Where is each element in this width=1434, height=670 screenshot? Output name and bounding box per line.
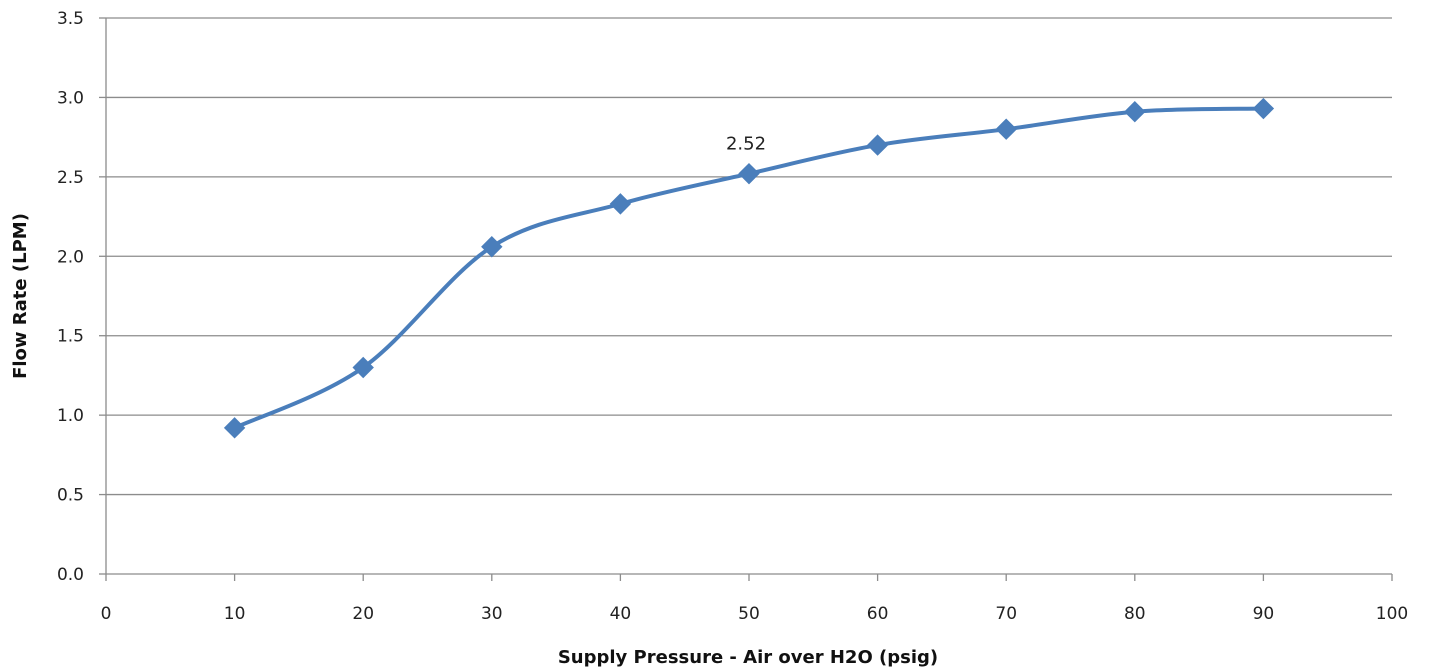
y-tick-label: 2.0 xyxy=(57,247,84,267)
x-tick-label: 100 xyxy=(1376,604,1408,624)
x-tick-label: 20 xyxy=(352,604,374,624)
x-tick-label: 90 xyxy=(1253,604,1275,624)
y-tick-label: 0.5 xyxy=(57,486,84,506)
y-axis-title: Flow Rate (LPM) xyxy=(10,213,31,379)
axes xyxy=(99,17,1393,581)
x-tick-label: 70 xyxy=(995,604,1017,624)
series-line xyxy=(232,106,1266,430)
data-point-marker xyxy=(738,162,760,185)
x-tick-label: 30 xyxy=(481,604,503,624)
y-tick-label: 1.5 xyxy=(57,327,84,347)
x-tick-label: 50 xyxy=(738,604,760,624)
data-point-marker xyxy=(223,417,246,439)
data-point-marker xyxy=(352,356,374,379)
x-tick-label: 80 xyxy=(1124,604,1146,624)
data-markers xyxy=(223,97,1275,439)
x-tick-label: 40 xyxy=(610,604,632,624)
x-tick-labels: 0 10 20 30 40 50 60 70 80 90 100 xyxy=(101,604,1409,624)
gridlines xyxy=(106,17,1392,496)
x-tick-label: 10 xyxy=(224,604,246,624)
data-point-marker xyxy=(866,134,889,156)
y-tick-label: 3.0 xyxy=(57,88,84,108)
y-tick-label: 2.5 xyxy=(57,168,84,188)
x-tick-label: 0 xyxy=(101,604,112,624)
y-tick-label: 1.0 xyxy=(57,406,84,426)
x-axis-title: Supply Pressure - Air over H2O (psig) xyxy=(558,647,938,668)
data-point-marker xyxy=(1124,101,1146,123)
y-tick-labels: 0.0 0.5 1.0 1.5 2.0 2.5 3.0 3.5 xyxy=(57,9,84,585)
data-point-marker xyxy=(995,118,1017,140)
y-tick-label: 3.5 xyxy=(57,9,84,29)
data-point-marker xyxy=(609,193,632,215)
data-label: 2.52 xyxy=(726,134,766,155)
data-point-marker xyxy=(1252,97,1275,120)
data-labels: 2.52 xyxy=(726,134,766,155)
x-tick-label: 60 xyxy=(867,604,889,624)
data-point-marker xyxy=(481,236,503,258)
y-tick-label: 0.0 xyxy=(57,565,84,585)
